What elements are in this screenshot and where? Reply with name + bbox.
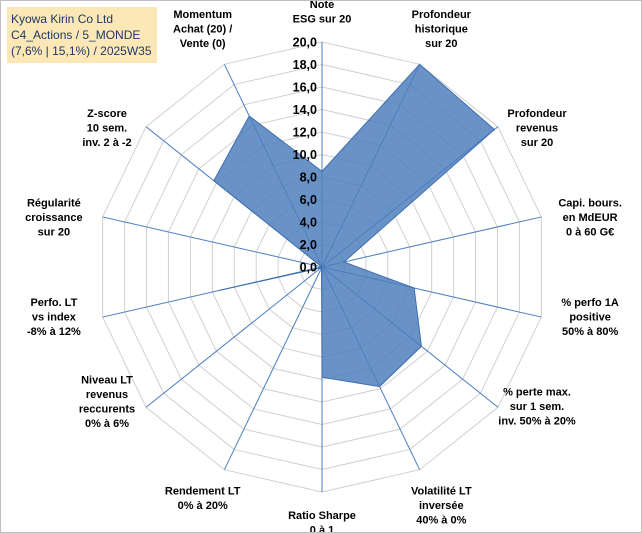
series-polygon — [213, 63, 496, 388]
tick-label: 2,0 — [300, 238, 317, 252]
tick-label: 14,0 — [293, 103, 317, 117]
axis-label: Niveau LT revenus reccurents 0% à 6% — [79, 375, 135, 431]
radar-tick-labels: 0,0 2,0 4,0 6,0 8,0 10,0 12,0 14,0 16,0 18,0 20,0 — [293, 36, 317, 275]
axis-label: Régularité croissance sur 20 — [25, 198, 82, 239]
axis-label: Profondeur revenus sur 20 — [507, 108, 567, 149]
radar-spoke — [223, 266, 323, 470]
tick-label: 12,0 — [293, 126, 317, 140]
tick-label: 20,0 — [293, 36, 317, 50]
axis-label: Momentum Achat (20) / Vente (0) — [173, 9, 232, 50]
axis-label: Capi. bours. en MdEUR 0 à 60 G€ — [558, 198, 622, 239]
portfolio-name: C4_Actions / 5_MONDE — [11, 28, 141, 42]
axis-label: Z-score 10 sem. inv. 2 à -2 — [82, 108, 131, 149]
tick-label: 8,0 — [300, 171, 317, 185]
tick-label: 10,0 — [293, 148, 317, 162]
radar-spoke — [321, 216, 542, 268]
tick-label: 4,0 — [300, 216, 317, 230]
tick-label: 0,0 — [300, 261, 317, 275]
axis-label: Perfo. LT vs index -8% à 12% — [27, 297, 81, 338]
axis-label: Profondeur historique sur 20 — [412, 9, 472, 50]
performance-week: (7,6% | 15,1%) / 2025W35 — [11, 44, 152, 58]
axis-label: Volatilité LT inversée 40% à 0% — [411, 486, 472, 527]
tick-label: 16,0 — [293, 81, 317, 95]
title-box: Kyowa Kirin Co Ltd C4_Actions / 5_MONDE … — [7, 7, 157, 63]
company-name: Kyowa Kirin Co Ltd — [11, 12, 114, 26]
axis-label: Ratio Sharpe 0 à 1 — [288, 510, 356, 532]
axis-label: Rendement LT 0% à 20% — [165, 486, 241, 513]
radar-spoke — [145, 266, 323, 408]
axis-label: Note ESG sur 20 — [293, 1, 352, 26]
axis-label: % perte max. sur 1 sem. inv. 50% à 20% — [498, 386, 576, 427]
axis-label: % perfo 1A positive 50% à 80% — [561, 297, 619, 338]
radar-series — [213, 63, 496, 388]
tick-label: 18,0 — [293, 58, 317, 72]
radar-axis-labels: Note ESG sur 20 Profondeur historique sur 20… — [25, 1, 622, 532]
tick-label: 6,0 — [300, 193, 317, 207]
radar-spoke — [102, 216, 323, 268]
